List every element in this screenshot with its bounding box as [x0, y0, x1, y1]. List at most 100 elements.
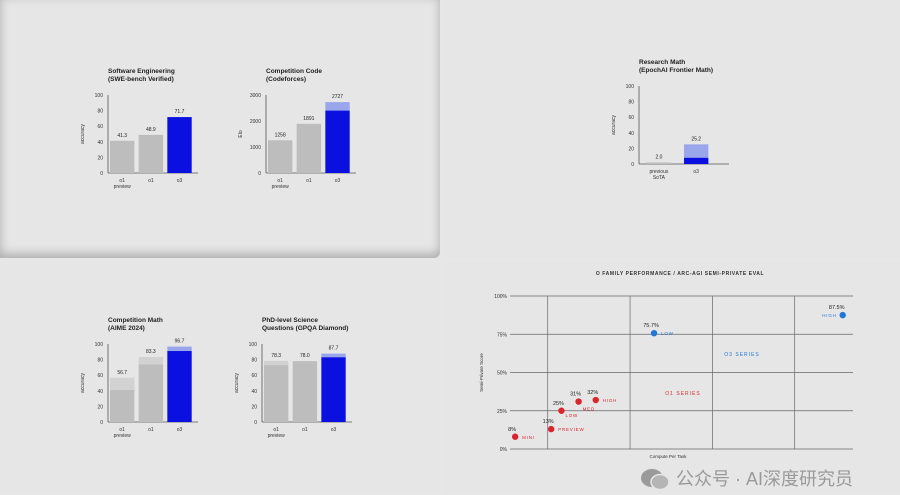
- bar-extension: [325, 102, 350, 111]
- x-tick-label: o1: [277, 178, 283, 184]
- bar-o1-preview: [110, 390, 135, 422]
- codeforces-chart: Competition Code (Codeforces) 0 1000 2000 300…: [238, 68, 360, 198]
- y-axis-label: accuracy: [80, 124, 86, 145]
- panel-top-right: [444, 0, 900, 258]
- x-tick-label: o1: [273, 427, 279, 433]
- bar-value-label: 1891: [303, 116, 314, 122]
- data-value-label: 25%: [553, 401, 564, 407]
- data-value-label: 8%: [508, 427, 516, 433]
- y-tick-label: 20: [628, 146, 634, 152]
- chart-title: Competition Math: [108, 317, 163, 324]
- watermark-text: 公众号 · AI深度研究员: [676, 469, 854, 489]
- y-tick-label: 100: [626, 84, 635, 90]
- y-tick-label: 1000: [250, 145, 261, 151]
- y-tick-label: 40: [628, 131, 634, 137]
- bar-value-label: 2.0: [655, 154, 662, 160]
- series-label-o3: O3 SERIES: [724, 352, 759, 358]
- y-tick-label: 40: [97, 389, 103, 395]
- y-tick-label: 0: [100, 171, 103, 177]
- point-label: LOW: [661, 331, 674, 336]
- gpqa-chart: PhD-level Science Questions (GPQA Diamond…: [234, 317, 356, 447]
- x-tick-label: preview: [268, 433, 286, 439]
- bar-o1: [296, 123, 322, 173]
- data-point: [511, 433, 519, 440]
- bar-o3: [684, 157, 709, 164]
- bar-extension: [684, 144, 709, 158]
- x-tick-label: o1: [148, 427, 154, 433]
- bar-value-label: 83.3: [146, 349, 156, 355]
- bar-previous-SoTA: [646, 162, 672, 164]
- point-label: LOW: [565, 413, 578, 418]
- series-label-o1: O1 SERIES: [665, 391, 700, 397]
- bar-extension: [321, 353, 346, 358]
- y-tick-label: 80: [251, 358, 257, 364]
- bar-value-label: 96.7: [175, 339, 185, 345]
- bar-extension: [264, 360, 289, 366]
- y-tick-label: 0: [100, 420, 103, 426]
- y-tick-label: 100: [95, 342, 104, 348]
- x-tick-label: o1: [302, 427, 308, 433]
- y-tick-label: 100: [249, 342, 258, 348]
- x-tick-label: o1: [148, 178, 154, 184]
- chart-title: (SWE-bench Verified): [108, 76, 174, 83]
- data-point: [547, 425, 555, 433]
- bar-value-label: 56.7: [117, 370, 127, 376]
- x-tick-label: preview: [114, 184, 132, 190]
- chart-title: (Codeforces): [266, 76, 307, 83]
- bar-value-label: 78.3: [271, 353, 281, 359]
- x-axis-label: Compute Per Task: [650, 454, 688, 459]
- y-tick-label: 20: [251, 404, 257, 410]
- bar-extension: [110, 377, 135, 391]
- y-axis-label: accuracy: [611, 115, 617, 136]
- point-label: PREVIEW: [558, 427, 584, 432]
- y-tick-label: 100%: [494, 294, 507, 300]
- x-tick-label: o1: [119, 427, 125, 433]
- chart-title: PhD-level Science: [262, 317, 318, 324]
- x-tick-label: SoTA: [653, 175, 666, 181]
- y-tick-label: 50%: [497, 371, 508, 377]
- data-point: [575, 398, 582, 405]
- point-label: MED: [583, 407, 595, 412]
- x-tick-label: preview: [114, 433, 132, 439]
- bar-o3: [325, 110, 350, 173]
- bar-value-label: 78.0: [300, 353, 310, 359]
- y-tick-label: 25%: [497, 409, 508, 415]
- chart-title: O FAMILY PERFORMANCE / ARC-AGI SEMI-PRIV…: [596, 271, 764, 277]
- y-tick-label: 3000: [250, 93, 261, 99]
- x-tick-label: o1: [306, 178, 312, 184]
- y-tick-label: 0: [254, 420, 257, 426]
- bar-value-label: 87.7: [329, 346, 339, 352]
- bar-value-label: 1258: [275, 132, 286, 138]
- y-axis-label: accuracy: [80, 373, 86, 394]
- data-value-label: 32%: [587, 390, 598, 396]
- point-label: MINI: [522, 435, 535, 440]
- point-label: HIGH: [822, 313, 836, 318]
- y-tick-label: 2000: [250, 119, 261, 125]
- frontier-math-chart: Research Math (EpochAI Frontier Math) 0 20 4…: [611, 59, 733, 189]
- bar-extension: [138, 357, 164, 365]
- bar-o3: [167, 117, 192, 173]
- arc-agi-scatter-chart: O FAMILY PERFORMANCE / ARC-AGI SEMI-PRIV…: [479, 265, 880, 470]
- wechat-icon: [640, 468, 670, 491]
- bar-value-label: 71.7: [175, 109, 185, 115]
- chart-title: Research Math: [639, 59, 686, 66]
- bar-o3: [167, 351, 192, 422]
- watermark: 公众号 · AI深度研究员: [640, 468, 854, 491]
- data-point: [839, 311, 846, 319]
- x-tick-label: preview: [272, 184, 290, 190]
- y-tick-label: 100: [95, 93, 104, 99]
- y-tick-label: 75%: [497, 332, 508, 338]
- bar-o1-preview: [268, 140, 293, 173]
- bar-value-label: 41.3: [117, 133, 127, 139]
- x-tick-label: o3: [335, 178, 341, 184]
- y-tick-label: 80: [97, 109, 103, 115]
- bar-value-label: 25.2: [691, 136, 701, 142]
- chart-title: (EpochAI Frontier Math): [639, 67, 714, 74]
- panel-bottom-right: [444, 262, 900, 493]
- y-tick-label: 60: [251, 373, 257, 379]
- data-point: [650, 329, 658, 337]
- bar-o1-preview: [264, 365, 289, 422]
- y-tick-label: 60: [628, 115, 634, 121]
- y-axis-label: Semi-Private Score: [479, 353, 484, 392]
- data-value-label: 13%: [543, 419, 554, 425]
